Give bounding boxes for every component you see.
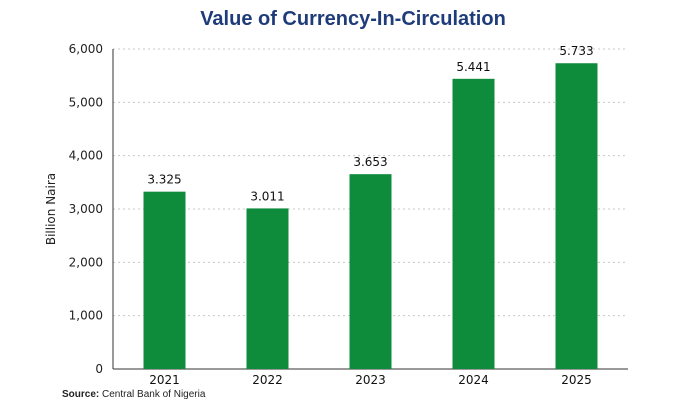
y-tick-label: 2,000	[69, 255, 103, 269]
y-tick-label: 0	[95, 362, 103, 376]
bar	[349, 174, 392, 369]
y-tick-label: 5,000	[69, 95, 103, 109]
bar	[246, 208, 289, 369]
y-axis-title: Billion Naira	[44, 173, 58, 245]
x-tick-label: 2022	[252, 373, 283, 387]
data-label: 5.441	[456, 60, 490, 74]
x-tick-label: 2023	[355, 373, 386, 387]
y-tick-label: 4,000	[69, 149, 103, 163]
bar	[143, 191, 186, 369]
x-tick-label: 2021	[149, 373, 180, 387]
data-label: 3.011	[250, 189, 284, 203]
data-label: 5.733	[559, 44, 593, 58]
x-tick-label: 2025	[561, 373, 592, 387]
bar	[555, 63, 598, 370]
y-tick-label: 6,000	[69, 42, 103, 56]
data-label: 3.325	[147, 173, 181, 187]
y-tick-label: 3,000	[69, 202, 103, 216]
y-tick-label: 1,000	[69, 309, 103, 323]
chart-title: Value of Currency-In-Circulation	[200, 8, 506, 30]
bar	[452, 78, 495, 370]
source-label: Source:	[62, 389, 100, 400]
data-label: 3.653	[353, 155, 387, 169]
x-tick-label: 2024	[458, 373, 489, 387]
source-text: Central Bank of Nigeria	[102, 389, 206, 400]
source-note: Source: Central Bank of Nigeria	[62, 389, 205, 400]
